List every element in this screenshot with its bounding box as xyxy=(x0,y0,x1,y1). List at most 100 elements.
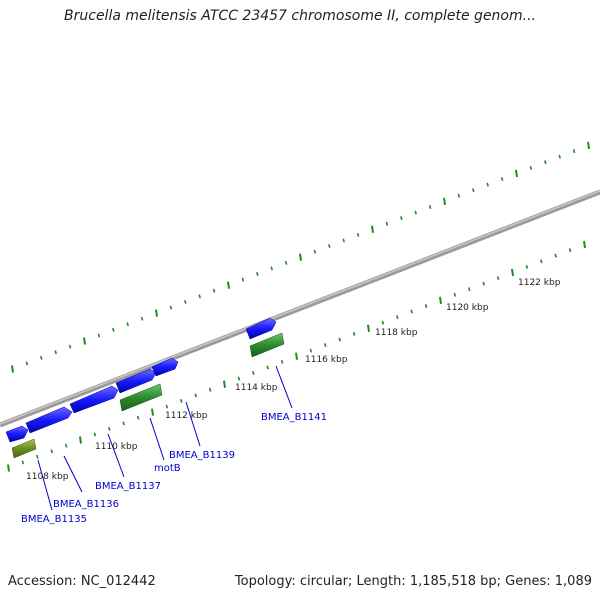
upper-scale-tick xyxy=(83,337,86,345)
gene-label[interactable]: BMEA_B1135 xyxy=(21,514,87,525)
label-leaders xyxy=(37,365,293,511)
upper-scale-tick xyxy=(400,216,403,221)
lower-scale-tick xyxy=(338,337,341,342)
gene-label[interactable]: BMEA_B1136 xyxy=(53,499,119,510)
lower-scale-tick xyxy=(7,464,10,472)
upper-tick-track xyxy=(11,141,590,373)
gene-label[interactable]: motB xyxy=(154,463,181,474)
lower-scale-tick xyxy=(122,421,125,426)
leader-line xyxy=(149,417,165,461)
leader-line xyxy=(107,433,125,478)
upper-scale-tick xyxy=(428,205,432,209)
upper-scale-tick xyxy=(299,253,302,261)
lower-scale-tick xyxy=(309,348,313,353)
lower-scale-tick xyxy=(410,309,413,314)
upper-scale-tick xyxy=(256,272,259,276)
cds-block[interactable] xyxy=(249,332,285,358)
upper-scale-tick xyxy=(155,309,158,317)
upper-scale-tick xyxy=(241,277,245,282)
upper-scale-tick xyxy=(443,197,446,206)
cds-block[interactable] xyxy=(11,438,37,459)
scale-label: 1120 kbp xyxy=(446,303,489,313)
gene-label[interactable]: BMEA_B1139 xyxy=(169,450,235,461)
chromosome-backbone xyxy=(0,189,600,428)
scale-label: 1118 kbp xyxy=(375,328,418,338)
lower-scale-tick xyxy=(583,240,586,249)
lower-scale-tick xyxy=(223,380,226,388)
gene-arrow[interactable] xyxy=(151,357,179,377)
upper-scale-tick xyxy=(572,149,576,154)
upper-scale-tick xyxy=(212,288,216,293)
lower-tick-track xyxy=(7,240,586,472)
lower-scale-tick xyxy=(324,343,327,348)
lower-scale-tick xyxy=(108,426,111,431)
lower-scale-tick xyxy=(352,331,356,336)
scale-labels: 1108 kbp 1110 kbp 1112 kbp 1114 kbp 1116… xyxy=(26,278,561,482)
lower-scale-tick xyxy=(396,315,399,320)
lower-scale-tick xyxy=(136,415,140,420)
upper-scale-tick xyxy=(140,316,144,321)
scale-label: 1108 kbp xyxy=(26,472,69,482)
upper-scale-tick xyxy=(54,350,57,355)
upper-scale-tick xyxy=(169,305,173,310)
lower-scale-tick xyxy=(496,276,500,281)
lower-scale-tick xyxy=(439,296,442,305)
gene-arrow[interactable] xyxy=(245,317,277,340)
upper-scale-tick xyxy=(457,193,461,198)
upper-scale-tick xyxy=(385,221,389,226)
lower-scale-tick xyxy=(424,304,428,308)
lower-scale-tick xyxy=(237,376,241,381)
forward-genes xyxy=(5,317,277,443)
lower-scale-tick xyxy=(482,281,485,286)
upper-scale-tick xyxy=(284,260,288,265)
upper-scale-tick xyxy=(587,141,590,150)
lower-scale-tick xyxy=(194,393,197,398)
upper-scale-tick xyxy=(198,294,201,299)
gene-arrow[interactable] xyxy=(69,385,119,414)
lower-scale-tick xyxy=(540,259,543,264)
upper-scale-tick xyxy=(112,327,115,332)
upper-scale-tick xyxy=(515,169,518,178)
gene-labels: BMEA_B1135 BMEA_B1136 BMEA_B1137 motB BM… xyxy=(21,412,327,525)
cds-block[interactable] xyxy=(119,383,163,412)
upper-scale-tick xyxy=(558,154,561,159)
upper-scale-tick xyxy=(529,165,533,170)
lower-scale-tick xyxy=(295,352,298,360)
upper-scale-tick xyxy=(126,322,129,327)
lower-scale-tick xyxy=(266,365,269,370)
upper-scale-tick xyxy=(472,188,475,193)
cds-features xyxy=(11,332,285,459)
gene-label[interactable]: BMEA_B1141 xyxy=(261,412,327,423)
map-title: Brucella melitensis ATCC 23457 chromosom… xyxy=(64,8,536,24)
lower-scale-tick xyxy=(280,359,284,364)
lower-scale-tick xyxy=(468,287,471,292)
lower-scale-tick xyxy=(568,248,572,253)
leader-line xyxy=(37,459,53,511)
upper-scale-tick xyxy=(500,177,504,182)
gene-label[interactable]: BMEA_B1137 xyxy=(95,481,161,492)
lower-scale-tick xyxy=(525,264,529,269)
gene-arrow[interactable] xyxy=(5,425,29,443)
upper-scale-tick xyxy=(11,365,14,373)
leader-line xyxy=(185,401,201,447)
upper-scale-tick xyxy=(227,281,230,289)
scale-label: 1122 kbp xyxy=(518,278,561,288)
lower-scale-tick xyxy=(64,443,68,448)
lower-scale-tick xyxy=(93,432,97,437)
upper-scale-tick xyxy=(414,210,417,215)
scale-label: 1114 kbp xyxy=(235,383,278,393)
accession-text: Accession: NC_012442 xyxy=(8,574,156,589)
lower-scale-tick xyxy=(381,320,385,325)
upper-scale-tick xyxy=(40,355,43,360)
scale-label: 1110 kbp xyxy=(95,442,138,452)
upper-scale-tick xyxy=(270,266,273,271)
lower-scale-tick xyxy=(165,404,169,409)
gene-arrow[interactable] xyxy=(25,406,73,434)
upper-scale-tick xyxy=(342,238,345,243)
gene-arrow[interactable] xyxy=(115,368,157,394)
lower-scale-tick xyxy=(453,292,457,297)
leader-line xyxy=(275,365,293,409)
upper-scale-tick xyxy=(371,225,374,233)
upper-scale-tick xyxy=(25,361,29,366)
